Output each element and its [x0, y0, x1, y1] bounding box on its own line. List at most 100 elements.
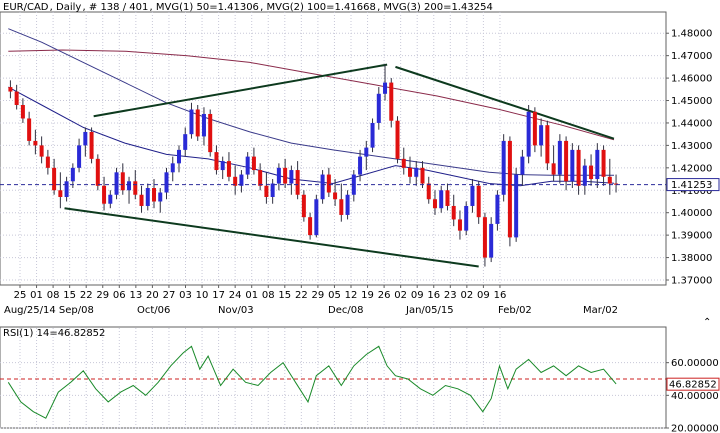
candle-body	[358, 156, 363, 175]
trendline	[64, 207, 479, 268]
day-tick-label: 16	[427, 290, 440, 301]
period-label: Daily	[56, 2, 81, 13]
rsi-header: RSI(1) 14=46.82852	[3, 328, 105, 339]
candle-body	[127, 181, 132, 191]
bull-candle	[314, 194, 319, 238]
month-tick-label: Jan/05/15	[405, 305, 454, 316]
day-tick-label: 01	[245, 290, 258, 301]
candle-body	[589, 165, 594, 180]
bull-candle	[582, 158, 587, 195]
candle-body	[133, 181, 138, 195]
rsi-badge-label: 46.82852	[669, 380, 717, 391]
bear-candle	[395, 116, 400, 164]
panel-separator[interactable]	[0, 318, 720, 326]
price-tick-label: 1.42000	[671, 163, 712, 174]
rsi-panel[interactable]	[0, 326, 667, 429]
candle-body	[489, 223, 494, 258]
bear-candle	[152, 179, 157, 209]
bear-candle	[45, 149, 50, 175]
candle-body	[326, 174, 331, 193]
bear-candle	[308, 212, 313, 240]
candle-body	[189, 109, 194, 135]
month-tick-label: Nov/03	[218, 305, 254, 316]
day-tick-label: 22	[80, 290, 93, 301]
price-tick-label: 1.38000	[671, 253, 712, 264]
bear-candle	[208, 109, 213, 157]
candle-body	[145, 188, 150, 206]
bear-candle	[589, 154, 594, 186]
candle-body	[301, 194, 306, 218]
candle-body	[457, 219, 462, 231]
candle-body	[414, 167, 419, 177]
ma100-line	[8, 28, 614, 176]
bear-candle	[233, 165, 238, 195]
bull-candle	[595, 143, 600, 189]
candle-body	[195, 109, 200, 137]
mvg2-label: MVG(2) 100=1.41668	[266, 2, 375, 13]
bear-candle	[27, 111, 32, 146]
price-badge-label: 1.41253	[671, 180, 712, 191]
candle-body	[295, 170, 300, 195]
day-tick-label: 02	[460, 290, 473, 301]
day-tick-label: 03	[179, 290, 192, 301]
candle-body	[376, 93, 381, 123]
candle-body	[345, 194, 350, 215]
candle-body	[120, 172, 125, 191]
bars-label: # 138 / 401	[89, 2, 148, 13]
rsi-badge: 46.82852	[666, 377, 720, 391]
price-badge: 1.41253	[666, 178, 720, 192]
day-tick-label: 17	[212, 290, 225, 301]
rsi-grid	[0, 328, 666, 429]
candle-body	[557, 140, 562, 175]
bull-candle	[183, 127, 188, 157]
bull-candle	[358, 149, 363, 182]
candle-body	[476, 185, 481, 218]
price-tick-label: 1.37000	[671, 276, 712, 287]
price-tick-label: 1.43000	[671, 141, 712, 152]
candle-body	[226, 161, 231, 177]
day-tick-label: 09	[477, 290, 490, 301]
bear-candle	[482, 212, 487, 267]
candle-body	[276, 167, 281, 184]
price-panel[interactable]	[0, 11, 667, 286]
candle-body	[27, 118, 32, 141]
candle-body	[70, 167, 75, 182]
resize-arrow-icon[interactable]: ⌃	[703, 317, 711, 328]
rsi-tick-label: 20.00000	[671, 424, 719, 433]
price-tick-label: 1.41000	[671, 186, 712, 197]
bear-candle	[607, 158, 612, 195]
candle-body	[564, 140, 569, 182]
bull-candle	[439, 185, 444, 213]
candle-body	[601, 149, 606, 177]
bear-candle	[301, 190, 306, 222]
bull-candle	[276, 163, 281, 191]
month-tick-label: Dec/08	[328, 305, 363, 316]
candle-body	[289, 170, 294, 184]
bear-candle	[52, 158, 57, 195]
bull-candle	[526, 105, 531, 164]
candle-body	[52, 167, 57, 191]
bull-candle	[176, 145, 181, 173]
bear-candle	[564, 136, 569, 191]
candle-body	[108, 194, 113, 204]
bear-candle	[451, 194, 456, 227]
candle-body	[501, 140, 506, 195]
candle-body	[164, 172, 169, 193]
bull-candle	[64, 176, 69, 202]
candle-body	[183, 134, 188, 150]
day-tick-label: 15	[278, 290, 291, 301]
bear-candle	[120, 163, 125, 195]
bull-candle	[289, 165, 294, 195]
candle-body	[258, 170, 263, 186]
candle-body	[582, 165, 587, 186]
candle-body	[445, 190, 450, 206]
candle-body	[482, 217, 487, 258]
candle-body	[33, 140, 38, 146]
candle-body	[208, 113, 213, 153]
day-tick-label: 27	[163, 290, 176, 301]
candle-body	[507, 140, 512, 238]
candle-body	[39, 145, 44, 157]
candle-body	[432, 199, 437, 209]
